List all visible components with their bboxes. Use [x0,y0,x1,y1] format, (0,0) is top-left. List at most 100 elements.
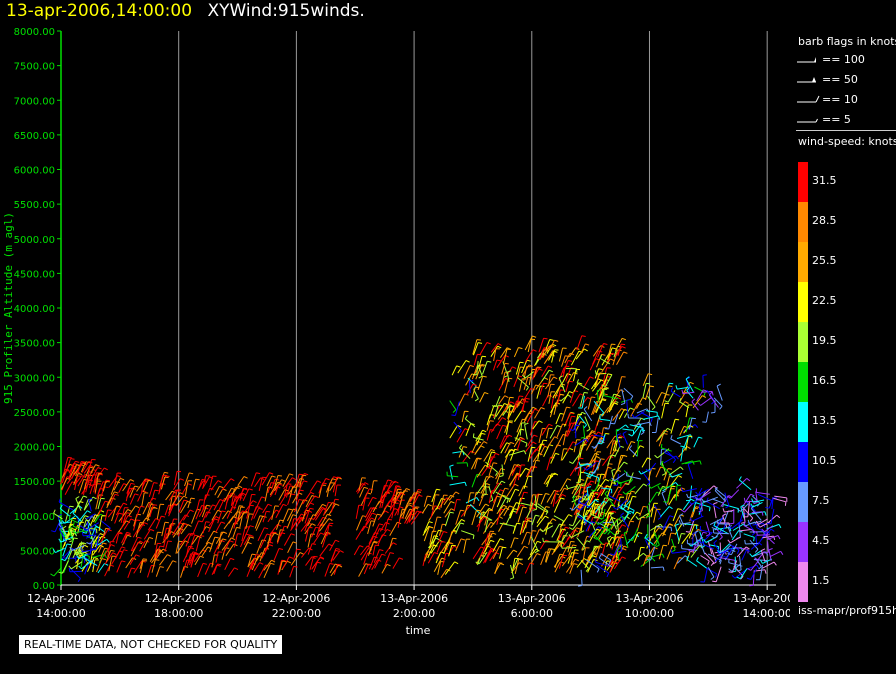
wind-barb-flag [686,387,690,391]
wind-barb [574,438,586,447]
wind-barb-flag [611,454,616,457]
wind-barb-flag [569,412,574,415]
wind-barb-flag [523,485,528,488]
wind-barb [567,485,579,490]
wind-barb [591,499,596,512]
wind-barb-flag [647,457,652,460]
wind-barb [242,488,250,502]
wind-barb-flag [727,539,731,544]
wind-barb-flag [162,548,167,552]
wind-barb [224,558,231,571]
wind-barb [106,491,115,506]
wind-barb [551,523,560,538]
wind-barb [562,366,566,378]
wind-barb [661,403,666,419]
wind-barb-flag [629,510,634,513]
wind-barb [253,507,260,519]
wind-barb-flag [746,577,751,580]
wind-barb-flag [386,563,391,567]
wind-barb [59,508,71,517]
wind-barb [740,503,749,512]
wind-barb-flag [591,396,596,398]
wind-barb [243,525,251,540]
wind-barb [430,540,441,554]
wind-barb [512,523,518,534]
wind-barb-flag [640,445,645,448]
wind-barb [190,553,196,568]
wind-barb [278,560,283,573]
wind-barb-flag [110,544,115,547]
wind-barb [109,494,116,506]
wind-barb [158,475,164,491]
wind-barb-flag [481,364,486,366]
wind-barb [455,510,461,525]
wind-barb-flag [576,481,581,484]
wind-barb [65,458,72,474]
wind-barb [467,492,471,503]
wind-barb-flag [740,575,744,580]
wind-barb [283,533,292,546]
wind-barb [125,488,130,502]
wind-barb [711,498,724,504]
wind-barb [610,515,623,527]
wind-barb [287,481,299,495]
wind-barb [55,547,65,554]
wind-barb-flag [778,524,782,529]
wind-barb [360,545,368,556]
wind-barb [567,372,575,384]
wind-barb [688,418,693,430]
wind-barb-flag [486,476,491,478]
wind-barb-flag [379,523,384,526]
wind-barb-flag [118,512,123,515]
wind-barb [137,490,143,502]
wind-barb-flag [199,555,204,558]
wind-barb-flag [105,527,110,530]
wind-barb [743,533,755,538]
wind-barb-flag [746,478,751,482]
wind-barb-flag [381,553,386,556]
wind-barb [304,518,310,532]
wind-barb [746,564,758,570]
wind-barb [695,502,711,508]
wind-barb-flag [600,412,605,416]
wind-barb [251,555,259,571]
wind-barb [294,499,300,513]
wind-barb-flag [259,515,264,517]
wind-barb [606,435,616,449]
wind-barb-flag [78,565,82,570]
wind-barb-flag [130,479,135,482]
wind-barb-flag [123,502,128,506]
wind-barb [558,377,566,393]
wind-barb [86,521,91,538]
wind-barb [367,497,374,507]
colorbar-swatch-3 [798,282,808,322]
wind-barb [626,491,632,503]
wind-barb [606,402,615,414]
wind-barb [127,567,132,578]
wind-barb-flag [214,536,219,539]
flag-50-label: == 50 [822,73,858,86]
wind-barb-flag [165,475,170,477]
wind-barb-flag [607,466,612,469]
wind-barb [381,564,388,574]
x-tick-date-0: 12-Apr-2006 [27,592,95,605]
wind-barb-flag [538,368,543,371]
wind-barb-flag [661,553,665,558]
wind-barb [314,504,323,517]
wind-barb-flag [694,424,699,429]
wind-barb [217,488,224,498]
wind-barb [522,388,532,402]
wind-barb [121,532,128,544]
wind-barb [468,381,471,394]
wind-barb-flag [680,466,684,471]
wind-barb [540,493,546,505]
wind-barb [282,556,290,570]
wind-barb [137,522,145,534]
wind-barb [675,487,682,498]
wind-barb [622,500,631,510]
wind-barb [174,489,178,502]
wind-barb [389,521,398,537]
wind-barb [607,454,612,466]
wind-barb [546,490,555,503]
wind-barb [168,489,177,501]
